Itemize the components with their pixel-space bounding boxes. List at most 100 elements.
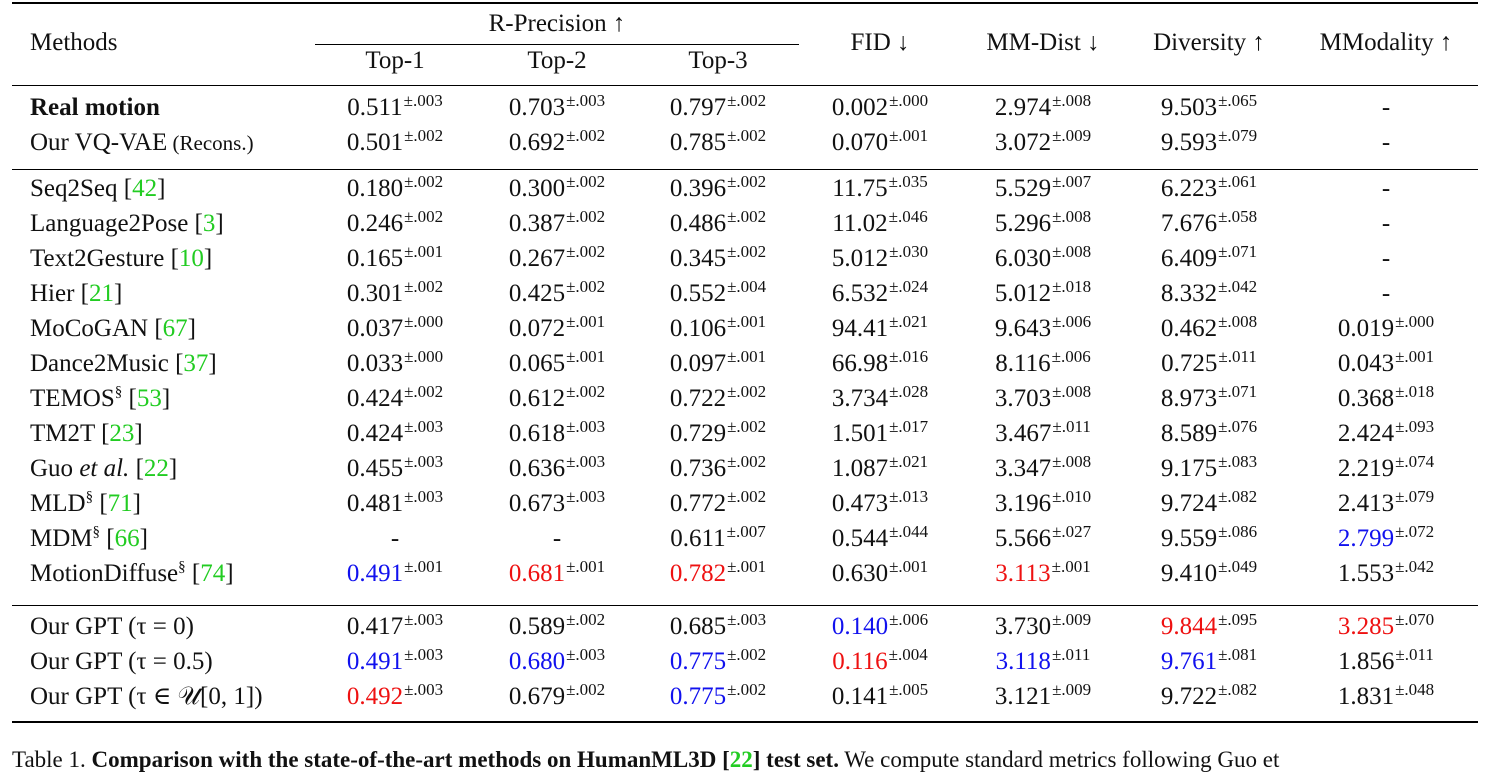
metric-value: 0.679 [508,683,566,710]
metric-cell: 0.544±.044 [831,522,928,556]
citation-link[interactable]: 3 [202,210,216,237]
metric-value: 0.345 [669,245,727,272]
metric-confidence: ±.001 [889,126,929,145]
metric-value: 9.643 [994,315,1052,342]
metric-value: 0.797 [669,94,727,121]
metric-value: 5.012 [994,280,1052,307]
metric-confidence: ±.017 [889,417,929,436]
metric-value: 0.491 [346,648,404,675]
metric-value: 0.424 [346,385,404,412]
method-label: Language2Pose [30,210,189,237]
metric-cell: 0.673±.003 [509,487,605,521]
metric-confidence: ±.003 [404,487,444,506]
metric-confidence: ±.011 [1395,645,1434,664]
metric-cell: 0.511±.003 [347,91,443,125]
metric-value: - [1381,245,1391,272]
metric-value: 1.553 [1337,560,1395,587]
metric-cell: - [1382,174,1390,204]
metric-cell: 3.734±.028 [832,382,928,416]
table-top-rule [12,2,1478,4]
metric-confidence: ±.002 [404,172,444,191]
metric-value: 0.544 [831,525,889,552]
method-label: MotionDiffuse [30,560,179,587]
metric-cell: 0.116±.004 [832,645,927,679]
metric-confidence: ±.048 [1395,680,1435,699]
metric-confidence: ±.042 [1218,277,1258,296]
method-label: Hier [30,280,75,307]
metric-value: 1.856 [1338,648,1395,675]
metric-confidence: ±.018 [1052,277,1092,296]
metric-confidence: ±.002 [566,610,606,629]
citation-link[interactable]: 42 [132,175,158,202]
metric-value: - [390,525,400,552]
metric-value: 3.467 [995,420,1052,447]
metric-cell: 0.492±.003 [347,680,443,714]
metric-value: 0.681 [508,560,566,587]
metric-cell: 0.785±.002 [670,126,766,160]
metric-value: 3.196 [994,490,1052,517]
citation-link[interactable]: 22 [143,455,169,482]
method-annotation: (τ ∈ 𝒰[0, 1]) [121,683,263,710]
metric-confidence: ±.002 [727,172,767,191]
metric-cell: 0.782±.001 [670,557,766,591]
metric-confidence: ±.001 [1051,557,1091,576]
metric-cell: 9.761±.081 [1161,645,1257,679]
metric-value: 0.775 [669,648,727,675]
citation-link[interactable]: 37 [183,350,209,377]
method-name: Real motion [30,93,160,123]
metric-confidence: ±.005 [889,680,929,699]
method-label: Our VQ-VAE [30,129,168,156]
metric-confidence: ±.002 [727,242,767,261]
metric-cell: 66.98±.016 [832,347,928,381]
metric-confidence: ±.003 [566,452,606,471]
mmodality-header: MModality ↑ [1319,29,1453,56]
metric-cell: 0.037±.000 [347,312,443,346]
metric-value: 2.799 [1337,525,1395,552]
metric-confidence: ±.002 [404,382,444,401]
metric-cell: 3.703±.008 [995,382,1091,416]
metric-value: 0.552 [669,280,727,307]
metric-cell: 2.424±.093 [1338,417,1434,451]
metric-value: 0.636 [508,455,566,482]
citation-link[interactable]: 71 [107,490,133,517]
r-precision-header: R-Precision ↑ [488,10,626,37]
method-name: Hier [21] [30,280,123,307]
metric-cell: 0.775±.002 [670,680,766,714]
metric-value: - [1381,94,1391,121]
mm-dist-header: MM-Dist ↓ [986,29,1100,56]
metric-confidence: ±.008 [1052,452,1092,471]
citation-link[interactable]: 23 [109,420,135,447]
method-name: Text2Gesture [10] [30,245,213,272]
citation-link[interactable]: 21 [89,280,114,307]
metric-cell: 0.345±.002 [669,242,767,276]
caption-citation-link[interactable]: 22 [729,747,753,772]
metric-cell: 0.491±.003 [346,645,443,679]
metric-cell: 0.425±.002 [509,277,605,311]
method-name: MotionDiffuse§ [74] [30,559,234,587]
metric-value: 0.019 [1337,315,1395,342]
metric-confidence: ±.002 [566,382,606,401]
citation-link[interactable]: 74 [200,560,226,587]
citation-link[interactable]: 67 [162,315,188,342]
metric-confidence: ±.008 [1218,312,1258,331]
metric-value: 9.559 [1160,525,1218,552]
method-annotation: et al. [73,455,130,482]
metric-confidence: ±.082 [1218,487,1258,506]
metric-confidence: ±.083 [1218,452,1258,471]
method-label: TEMOS [30,385,115,412]
citation-link[interactable]: 66 [114,525,140,552]
metric-cell: 0.141±.005 [831,680,929,714]
citation-link[interactable]: 10 [178,245,204,272]
citation-link[interactable]: 53 [136,385,162,412]
metric-confidence: ±.000 [1395,312,1435,331]
metric-value: 0.141 [831,683,889,710]
metric-value: 0.729 [669,420,727,447]
caption-bold-text: Comparison with the state-of-the-art met… [91,747,717,772]
metric-confidence: ±.003 [403,91,443,110]
metric-cell: 0.097±.001 [670,347,766,381]
method-name: Seq2Seq [42] [30,175,166,202]
metric-cell: 0.685±.003 [670,610,766,644]
metric-value: 0.611 [670,525,726,552]
metric-confidence: ±.071 [1218,382,1258,401]
metric-value: 1.831 [1337,683,1395,710]
